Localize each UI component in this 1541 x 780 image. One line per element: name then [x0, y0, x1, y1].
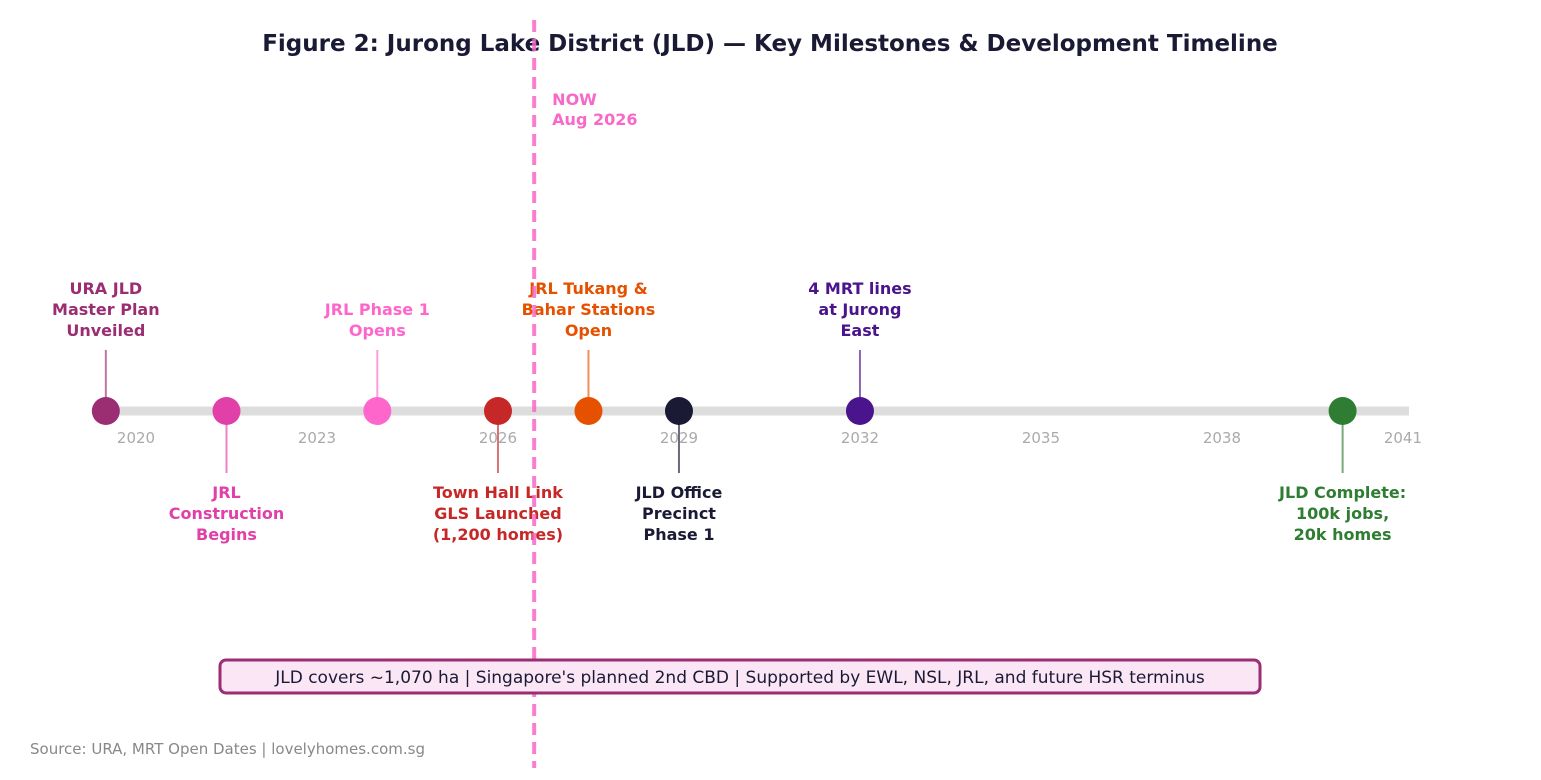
tick-label: 2041 — [1384, 429, 1422, 447]
milestone-label: 4 MRT lines at Jurong East — [808, 279, 911, 340]
milestone-point — [664, 397, 693, 425]
milestone-point — [212, 397, 241, 425]
source-text: Source: URA, MRT Open Dates | lovelyhome… — [30, 740, 425, 758]
milestone-point — [91, 397, 120, 425]
now-marker: NOW Aug 2026 — [532, 20, 638, 768]
now-label: NOW Aug 2026 — [552, 90, 637, 129]
chart-title: Figure 2: Jurong Lake District (JLD) — K… — [262, 31, 1278, 57]
tick-label: 2023 — [298, 429, 336, 447]
milestone-label: JRL Construction Begins — [169, 483, 285, 544]
milestone-label: JRL Phase 1 Opens — [324, 300, 430, 340]
milestone-label: JRL Tukang & Bahar Stations Open — [522, 279, 656, 340]
milestone-label: URA JLD Master Plan Unveiled — [52, 279, 160, 340]
tick-labels: 2020 2023 2026 2029 2032 2035 2038 2041 — [117, 429, 1422, 447]
milestone-7: 4 MRT lines at Jurong East — [808, 279, 912, 425]
tick-label: 2035 — [1022, 429, 1060, 447]
milestone-point — [574, 397, 603, 425]
milestone-point — [363, 397, 392, 425]
milestone-label: JLD Office Precinct Phase 1 — [635, 483, 723, 544]
tick-label: 2032 — [841, 429, 879, 447]
milestone-1: URA JLD Master Plan Unveiled — [52, 279, 160, 425]
milestone-label: Town Hall Link GLS Launched (1,200 homes) — [433, 483, 563, 544]
milestone-point — [483, 397, 512, 425]
milestone-5: JRL Tukang & Bahar Stations Open — [522, 279, 656, 425]
milestone-6: JLD Office Precinct Phase 1 — [635, 397, 723, 544]
tick-label: 2020 — [117, 429, 155, 447]
milestones: URA JLD Master Plan Unveiled JRL Constructio… — [52, 279, 1406, 544]
annotation-text: JLD covers ~1,070 ha | Singapore's plann… — [274, 668, 1205, 688]
milestone-point — [1328, 397, 1357, 425]
milestone-2: JRL Construction Begins — [169, 397, 285, 544]
milestone-8: JLD Complete: 100k jobs, 20k homes — [1278, 397, 1406, 544]
milestone-4: Town Hall Link GLS Launched (1,200 homes) — [433, 397, 563, 544]
annotation-box — [218, 658, 1262, 695]
tick-label: 2038 — [1203, 429, 1241, 447]
milestone-point — [845, 397, 874, 425]
milestone-label: JLD Complete: 100k jobs, 20k homes — [1278, 483, 1406, 544]
milestone-3: JRL Phase 1 Opens — [324, 300, 430, 425]
